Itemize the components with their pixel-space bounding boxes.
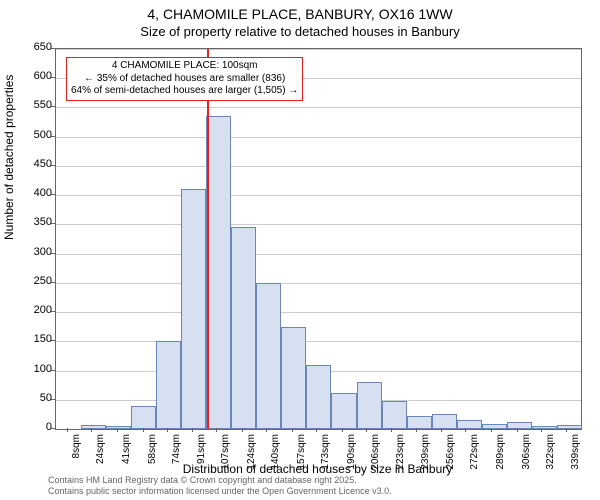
x-tick	[216, 428, 217, 432]
y-tick-label: 200	[12, 304, 52, 316]
histogram-bar	[482, 424, 507, 429]
y-tick-label: 400	[12, 187, 52, 199]
x-tick	[91, 428, 92, 432]
x-tick	[441, 428, 442, 432]
x-tick	[242, 428, 243, 432]
histogram-bar	[407, 416, 432, 429]
x-tick	[143, 428, 144, 432]
annotation-line3: 64% of semi-detached houses are larger (…	[71, 85, 298, 98]
histogram-bar	[106, 426, 131, 429]
y-tick-label: 550	[12, 99, 52, 111]
y-tick-label: 100	[12, 363, 52, 375]
footer-line2: Contains public sector information licen…	[48, 486, 392, 497]
x-tick	[465, 428, 466, 432]
histogram-bar	[382, 401, 407, 429]
footer-attribution: Contains HM Land Registry data © Crown c…	[48, 475, 392, 497]
y-tick-label: 0	[12, 421, 52, 433]
x-tick	[541, 428, 542, 432]
histogram-bar	[557, 425, 582, 429]
x-tick	[391, 428, 392, 432]
x-tick	[192, 428, 193, 432]
gridline	[56, 283, 581, 284]
histogram-bar	[81, 425, 106, 429]
gridline	[56, 224, 581, 225]
footer-line1: Contains HM Land Registry data © Crown c…	[48, 475, 392, 486]
reference-line	[207, 49, 209, 429]
x-axis-label: Distribution of detached houses by size …	[55, 462, 580, 476]
x-tick	[167, 428, 168, 432]
x-tick	[366, 428, 367, 432]
y-tick-label: 350	[12, 216, 52, 228]
y-tick-label: 650	[12, 41, 52, 53]
chart-title-line1: 4, CHAMOMILE PLACE, BANBURY, OX16 1WW	[0, 6, 600, 22]
x-tick	[266, 428, 267, 432]
y-tick-label: 450	[12, 158, 52, 170]
x-tick	[566, 428, 567, 432]
y-tick-label: 50	[12, 392, 52, 404]
annotation-line2: ← 35% of detached houses are smaller (83…	[71, 73, 298, 86]
histogram-bar	[156, 341, 181, 429]
gridline	[56, 254, 581, 255]
x-tick	[491, 428, 492, 432]
gridline	[56, 49, 581, 50]
histogram-bar	[206, 116, 231, 429]
y-tick-label: 300	[12, 246, 52, 258]
gridline	[56, 341, 581, 342]
x-tick	[292, 428, 293, 432]
chart-title-line2: Size of property relative to detached ho…	[0, 24, 600, 39]
x-tick	[117, 428, 118, 432]
histogram-bar	[457, 420, 482, 429]
plot-area: 4 CHAMOMILE PLACE: 100sqm ← 35% of detac…	[55, 48, 582, 430]
histogram-bar	[181, 189, 206, 429]
histogram-bar	[281, 327, 306, 429]
x-tick	[342, 428, 343, 432]
gridline	[56, 312, 581, 313]
y-tick-label: 150	[12, 333, 52, 345]
y-tick-label: 250	[12, 275, 52, 287]
histogram-bar	[306, 365, 331, 429]
gridline	[56, 107, 581, 108]
gridline	[56, 137, 581, 138]
x-tick	[67, 428, 68, 432]
histogram-bar	[432, 414, 457, 429]
histogram-bar	[256, 283, 281, 429]
histogram-bar	[331, 393, 356, 429]
histogram-bar	[357, 382, 382, 429]
histogram-bar	[131, 406, 156, 429]
histogram-bar	[532, 426, 557, 429]
y-tick-label: 500	[12, 129, 52, 141]
gridline	[56, 195, 581, 196]
histogram-bar	[507, 422, 532, 429]
annotation-line1: 4 CHAMOMILE PLACE: 100sqm	[71, 60, 298, 73]
x-tick	[416, 428, 417, 432]
chart-container: 4, CHAMOMILE PLACE, BANBURY, OX16 1WW Si…	[0, 0, 600, 500]
gridline	[56, 166, 581, 167]
x-tick	[316, 428, 317, 432]
y-tick-label: 600	[12, 70, 52, 82]
histogram-bar	[231, 227, 256, 429]
x-tick	[517, 428, 518, 432]
annotation-box: 4 CHAMOMILE PLACE: 100sqm ← 35% of detac…	[66, 57, 303, 101]
